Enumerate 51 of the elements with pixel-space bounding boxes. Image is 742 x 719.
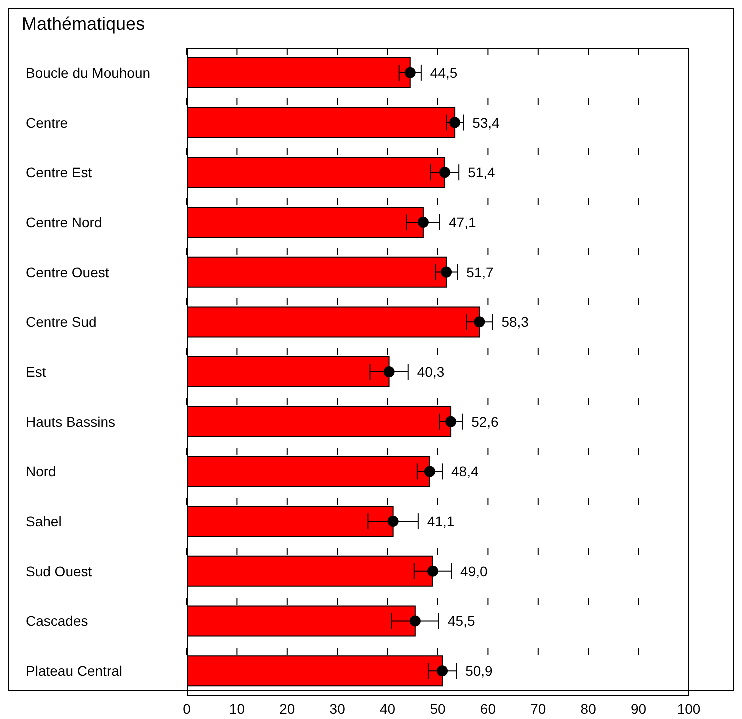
data-label: 53,4 — [472, 114, 500, 131]
point — [427, 566, 438, 577]
point — [437, 666, 448, 677]
point — [441, 266, 452, 278]
x-tick-label: 30 — [330, 700, 346, 717]
point — [474, 316, 486, 328]
point — [404, 67, 416, 78]
y-tick-label: Centre Nord — [26, 214, 102, 230]
y-tick-label: Centre Est — [26, 164, 92, 181]
data-label: 41,1 — [427, 514, 455, 530]
y-tick-label: Plateau Central — [26, 663, 123, 680]
point — [418, 216, 429, 228]
y-tick-label: Boucle du Mouhoun — [26, 64, 151, 81]
data-label: 40,3 — [417, 364, 445, 380]
y-tick-label: Est — [26, 364, 46, 380]
data-label: 45,5 — [448, 613, 476, 630]
y-tick-label: Sud Ouest — [26, 563, 92, 580]
chart-title: Mathématiques — [22, 14, 146, 35]
point — [450, 117, 461, 128]
data-label: 49,0 — [460, 563, 488, 580]
point — [410, 616, 421, 627]
y-tick-label: Sahel — [26, 514, 62, 530]
y-tick-label: Centre Sud — [26, 314, 97, 330]
data-label: 58,3 — [502, 314, 530, 330]
y-tick-label: Centre Ouest — [26, 264, 110, 280]
point — [440, 167, 451, 178]
x-tick-label: 80 — [580, 700, 597, 717]
y-tick-label: Centre — [26, 114, 68, 131]
x-tick-label: 90 — [631, 700, 647, 717]
x-tick-label: 10 — [229, 700, 246, 717]
data-label: 52,6 — [472, 414, 500, 430]
data-label: 50,9 — [466, 663, 494, 680]
point — [424, 466, 436, 478]
data-label: 44,5 — [430, 64, 458, 81]
x-tick-label: 20 — [280, 700, 296, 717]
data-label: 51,4 — [468, 164, 496, 181]
x-tick-label: 70 — [530, 700, 546, 717]
point — [446, 416, 457, 428]
x-tick-label: 50 — [430, 700, 446, 717]
y-tick-label: Nord — [26, 464, 56, 480]
x-tick-label: 60 — [480, 700, 496, 717]
data-label: 48,4 — [452, 464, 479, 480]
x-tick-label: 40 — [380, 700, 396, 717]
point — [388, 516, 399, 528]
y-tick-label: Cascades — [26, 613, 88, 630]
x-tick-label: 0 — [183, 700, 192, 717]
y-tick-label: Hauts Bassins — [26, 414, 116, 430]
data-label: 47,1 — [449, 214, 476, 230]
x-tick-label: 100 — [677, 700, 701, 717]
data-label: 51,7 — [466, 264, 494, 280]
point — [384, 366, 395, 378]
